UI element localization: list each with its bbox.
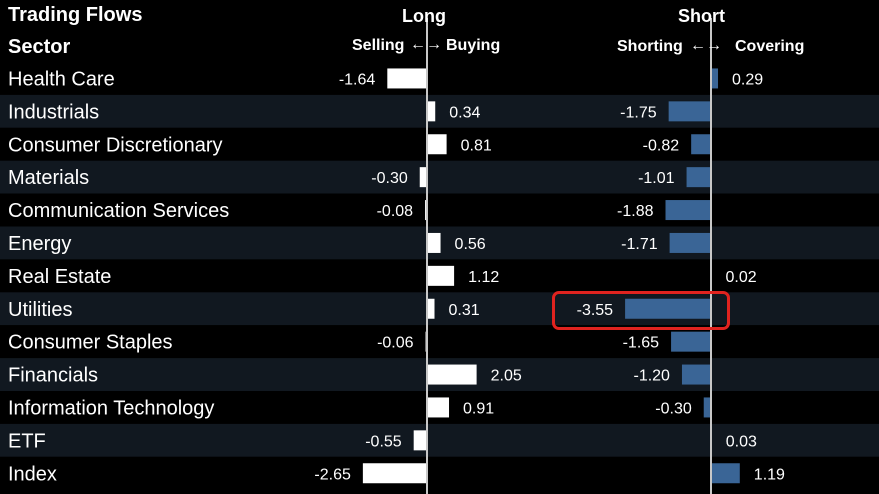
long-label-health-care: -1.64 [339,71,376,88]
long-bar-industrials [427,101,436,122]
long-bar-utilities [427,298,435,319]
long-label-financials: 2.05 [491,368,522,385]
long-label-consumer-staples: -0.06 [377,335,414,352]
sector-label-energy: Energy [8,233,71,255]
short-arrow: ←→ [690,37,722,54]
chart-title: Trading Flows [8,4,143,26]
sector-label-index: Index [8,463,57,485]
row-background-health-care [0,62,879,95]
long-label-utilities: 0.31 [449,302,480,319]
short-label-index: 1.19 [754,466,785,483]
long-label-etf: -0.55 [365,433,402,450]
row-background-materials [0,160,879,194]
sector-label-materials: Materials [8,167,89,189]
long-label-industrials: 0.34 [449,104,480,121]
short-bar-industrials [668,101,711,122]
short-bar-financials [681,364,711,385]
long-right-label: Buying [446,37,501,54]
sector-label-information-technology: Information Technology [8,397,214,419]
sector-label-consumer-staples: Consumer Staples [8,332,173,354]
sector-label-industrials: Industrials [8,101,99,123]
long-left-label: Selling [352,37,405,54]
long-bar-health-care [387,68,427,89]
short-bar-consumer-discretionary [691,134,711,155]
short-label-materials: -1.01 [638,170,675,187]
short-bar-consumer-staples [671,331,711,352]
sector-label-real-estate: Real Estate [8,266,111,288]
long-header: Long [402,6,446,26]
long-arrow: ←→ [410,36,442,53]
long-label-consumer-discretionary: 0.81 [461,137,492,154]
short-label-consumer-discretionary: -0.82 [643,137,680,154]
short-label-real-estate: 0.02 [725,269,756,286]
utilities-short-highlight [552,291,730,330]
long-bar-information-technology [427,397,450,418]
short-label-etf: 0.03 [726,433,757,450]
short-bar-utilities [625,298,711,319]
short-bar-information-technology [703,397,711,418]
short-label-financials: -1.20 [633,368,670,385]
long-label-communication-services: -0.08 [377,203,414,220]
short-header: Short [678,6,725,26]
long-bar-materials [419,167,427,188]
row-background-utilities [0,292,879,326]
long-bar-energy [427,232,441,253]
sector-label-etf: ETF [8,430,46,452]
short-label-information-technology: -0.30 [655,400,692,417]
long-label-information-technology: 0.91 [463,400,494,417]
sector-column-header: Sector [8,36,71,58]
short-label-utilities: -3.55 [577,302,614,319]
long-bar-real-estate [427,265,455,286]
long-label-index: -2.65 [314,466,351,483]
short-left-label: Shorting [617,38,683,55]
sector-label-communication-services: Communication Services [8,200,229,222]
long-bar-consumer-discretionary [427,134,447,155]
sector-label-financials: Financials [8,365,98,387]
short-bar-index [711,463,740,484]
long-label-materials: -0.30 [371,170,408,187]
sector-label-utilities: Utilities [8,299,72,321]
long-bar-index [362,463,427,484]
row-background-communication-services [0,193,879,227]
short-bar-energy [669,232,711,253]
sector-label-consumer-discretionary: Consumer Discretionary [8,134,223,156]
short-label-industrials: -1.75 [620,104,657,121]
sector-label-health-care: Health Care [8,68,115,90]
row-background-index [0,456,879,490]
row-background-consumer-staples [0,325,879,359]
long-label-energy: 0.56 [455,236,486,253]
long-label-real-estate: 1.12 [468,269,499,286]
short-label-energy: -1.71 [621,236,658,253]
short-label-communication-services: -1.88 [617,203,654,220]
short-label-consumer-staples: -1.65 [623,335,660,352]
row-background-industrials [0,94,879,128]
row-background-etf [0,423,879,457]
short-bar-materials [686,167,711,188]
short-label-health-care: 0.29 [732,71,763,88]
long-bar-etf [413,430,427,451]
short-bar-communication-services [665,200,711,221]
short-bar-health-care [711,68,719,89]
short-right-label: Covering [735,38,805,55]
long-bar-financials [427,364,477,385]
